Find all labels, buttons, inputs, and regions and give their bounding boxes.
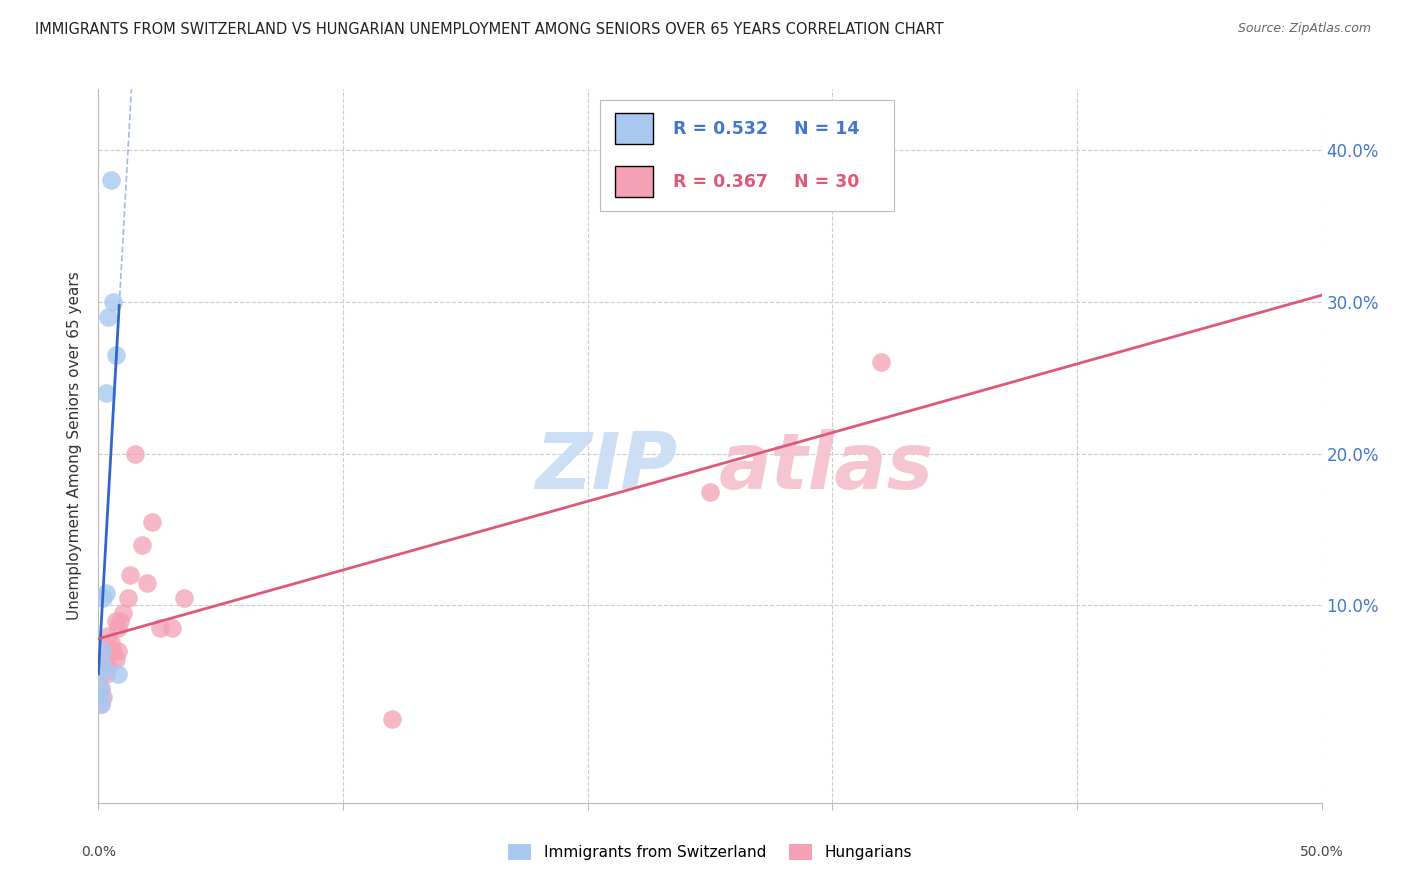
Point (90, 697, 112, 711)
Point (100, 636, 122, 650)
Point (136, 575, 159, 590)
Point (107, 644, 129, 658)
Y-axis label: Unemployment Among Seniors over 65 years: Unemployment Among Seniors over 65 years (67, 272, 83, 620)
Point (104, 651, 127, 665)
Point (101, 294, 124, 309)
Point (97, 310, 120, 324)
Point (173, 591, 195, 605)
Text: Source: ZipAtlas.com: Source: ZipAtlas.com (1237, 22, 1371, 36)
Point (91, 644, 114, 658)
Point (120, 568, 142, 582)
Point (110, 614, 132, 628)
Point (870, 355, 893, 369)
Point (97, 659, 120, 673)
Point (91, 591, 114, 605)
Text: 50.0%: 50.0% (1299, 846, 1344, 859)
Point (149, 621, 172, 635)
Point (131, 538, 153, 552)
Text: atlas: atlas (718, 429, 934, 506)
Point (90, 666, 112, 681)
Point (124, 447, 146, 461)
Point (94, 651, 117, 665)
Point (141, 515, 163, 529)
Point (101, 644, 124, 658)
Point (91, 651, 114, 665)
Point (90, 681, 112, 696)
Legend: Immigrants from Switzerland, Hungarians: Immigrants from Switzerland, Hungarians (502, 838, 918, 866)
Point (381, 712, 404, 726)
Text: IMMIGRANTS FROM SWITZERLAND VS HUNGARIAN UNEMPLOYMENT AMONG SENIORS OVER 65 YEAR: IMMIGRANTS FROM SWITZERLAND VS HUNGARIAN… (35, 22, 943, 37)
Point (90, 681, 112, 696)
Point (100, 173, 122, 187)
Point (107, 621, 129, 635)
Point (91, 690, 114, 704)
Point (94, 586, 117, 600)
Point (89, 666, 111, 681)
Point (104, 348, 127, 362)
Point (107, 666, 129, 681)
Point (91, 659, 114, 673)
Point (89, 690, 111, 704)
Point (94, 385, 117, 400)
Point (111, 606, 134, 620)
Point (699, 484, 721, 499)
Point (97, 629, 120, 643)
Point (160, 621, 183, 635)
Text: ZIP: ZIP (534, 429, 678, 506)
Point (90, 697, 112, 711)
Point (100, 644, 122, 658)
Point (104, 614, 127, 628)
Text: 0.0%: 0.0% (82, 846, 115, 859)
Point (94, 666, 117, 681)
Point (117, 591, 139, 605)
